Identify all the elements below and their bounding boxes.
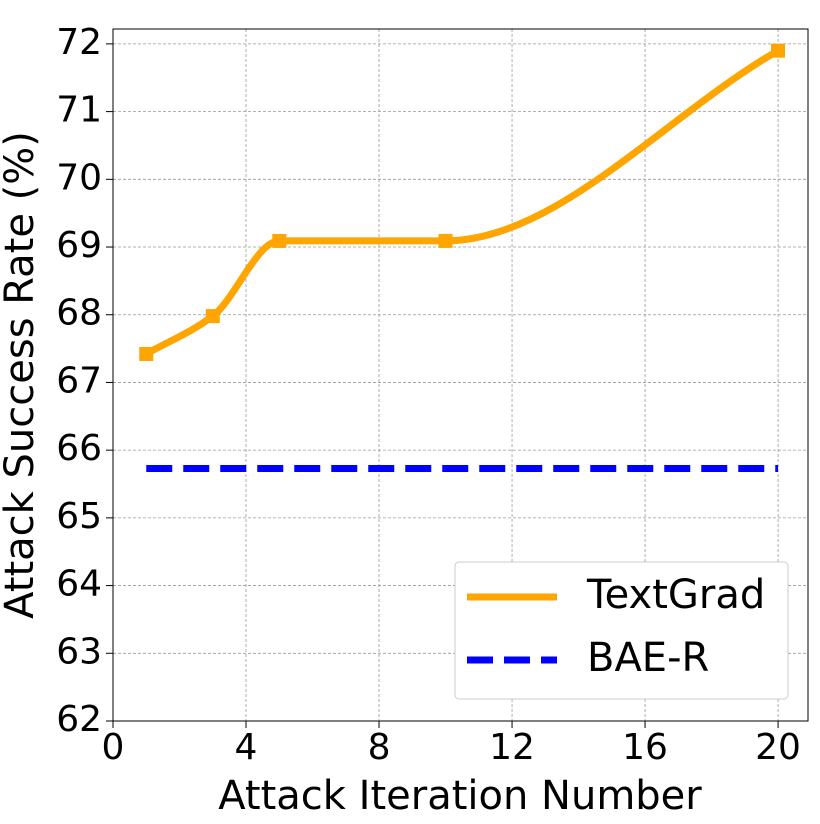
- legend-label: BAE-R: [587, 635, 709, 681]
- plot-frame: [112, 28, 809, 722]
- x-tick-label: 8: [368, 727, 391, 768]
- marker: [438, 233, 453, 248]
- x-tick-label: 4: [235, 727, 258, 768]
- series-line: [144, 47, 780, 358]
- y-tick-label: 69: [56, 225, 102, 266]
- y-axis-label: Attack Success Rate (%): [0, 131, 43, 619]
- x-tick-label: 16: [622, 727, 668, 768]
- legend-label: TextGrad: [586, 572, 765, 618]
- x-tick-label: 12: [489, 727, 535, 768]
- y-tick-label: 70: [56, 157, 102, 198]
- marker: [771, 43, 786, 58]
- marker: [205, 309, 220, 324]
- y-tick-label: 65: [56, 496, 102, 537]
- y-tick-label: 68: [56, 293, 102, 334]
- y-tick-label: 72: [56, 22, 102, 63]
- x-tick-label: 20: [755, 727, 801, 768]
- y-tick-label: 71: [56, 90, 102, 131]
- y-tick-label: 67: [56, 360, 102, 401]
- y-tick-label: 62: [56, 699, 102, 740]
- y-tick-label: 64: [56, 564, 102, 605]
- x-axis-label: Attack Iteration Number: [218, 773, 702, 819]
- y-tick-label: 63: [56, 631, 102, 672]
- y-tick-label: 66: [56, 428, 102, 469]
- marker: [272, 233, 287, 248]
- marker: [139, 347, 154, 362]
- x-tick-label: 0: [102, 727, 125, 768]
